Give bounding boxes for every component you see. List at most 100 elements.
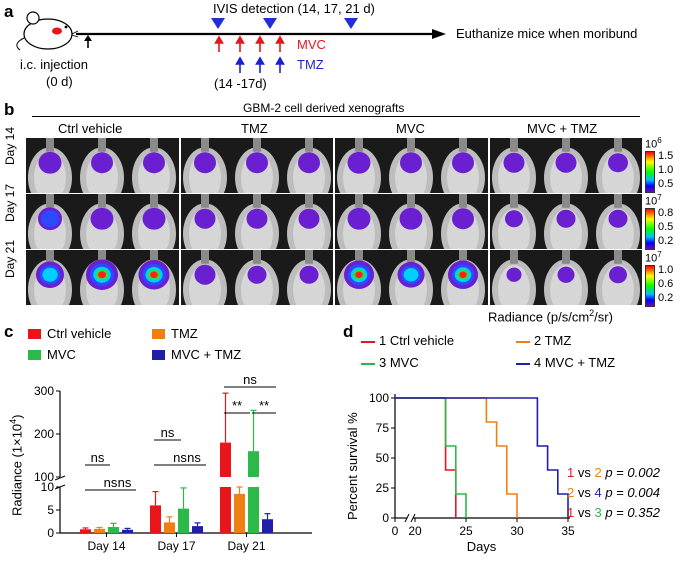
surv-xtick-label: 25 — [459, 524, 473, 538]
ivis-image — [489, 194, 642, 249]
panel-c-label: c — [4, 322, 14, 341]
ivis-marker-21 — [344, 18, 358, 29]
bar-ytick-label: 200 — [34, 427, 54, 441]
mouse-icon — [16, 11, 79, 51]
ivis-image — [26, 194, 179, 249]
header-rule — [32, 116, 640, 117]
ivis-marker-14 — [211, 18, 225, 29]
stat-row-3: 1 vs 3 p = 0.352 — [567, 505, 660, 520]
surv-legend-label-2: 2 TMZ — [534, 333, 572, 348]
bar-ytick-label: 300 — [34, 384, 54, 398]
group-label-tmz: TMZ — [241, 121, 268, 136]
bar-category-label: Day 21 — [227, 539, 265, 553]
surv-legend-label-1: 1 Ctrl vehicle — [379, 333, 455, 348]
surv-ytick-label: 100 — [369, 391, 389, 405]
injection-label: i.c. injection — [20, 57, 88, 72]
bar — [234, 493, 245, 533]
tmz-dose-label: TMZ — [297, 57, 324, 72]
sig-label: ns — [161, 425, 175, 440]
ivis-image — [489, 250, 642, 305]
row-label-day17: Day 17 — [3, 183, 17, 222]
bar — [150, 505, 161, 533]
injection-day-label: (0 d) — [46, 74, 73, 89]
bar — [248, 451, 259, 477]
ivis-image — [26, 138, 179, 193]
bar — [262, 519, 273, 533]
legend-swatch-mvc — [28, 350, 41, 360]
ivis-marker-17 — [263, 18, 277, 29]
group-label-mvc-tmz: MVC + TMZ — [527, 121, 598, 136]
ivis-detection-label: IVIS detection (14, 17, 21 d) — [213, 1, 375, 16]
bar-category-label: Day 14 — [87, 539, 125, 553]
radiance-unit-label: Radiance (p/s/cm2/sr) — [488, 308, 613, 325]
legend-swatch-mvc-tmz — [152, 350, 165, 360]
bar — [164, 522, 175, 533]
legend-label-tmz: TMZ — [171, 326, 198, 341]
survival-curve — [395, 397, 457, 518]
legend-swatch-tmz — [152, 329, 165, 339]
bar — [94, 528, 105, 533]
group-label-mvc: MVC — [396, 121, 425, 136]
sig-label: ns — [118, 475, 132, 490]
xenograft-header: GBM-2 cell derived xenografts — [243, 101, 405, 115]
ivis-image — [335, 194, 488, 249]
stat-row-1: 1 vs 2 p = 0.002 — [567, 465, 660, 480]
bar-ytick-label: 10 — [41, 480, 55, 494]
legend-label-mvc-tmz: MVC + TMZ — [171, 347, 242, 362]
row-label-day14: Day 14 — [3, 126, 17, 165]
ivis-image — [489, 138, 642, 193]
bar — [220, 442, 231, 477]
bar-category-label: Day 17 — [157, 539, 195, 553]
ivis-image — [26, 250, 179, 305]
bar — [122, 529, 133, 533]
bar-ytick-label: 0 — [47, 526, 54, 540]
bar — [108, 527, 119, 533]
surv-ytick-label: 50 — [376, 451, 390, 465]
bar — [80, 529, 91, 533]
ivis-image — [180, 138, 333, 193]
survival-chart: 0 25 50 75 100 0 20 25 30 35 Days — [369, 391, 575, 554]
surv-legend-line-4 — [516, 363, 530, 365]
surv-legend-line-2 — [516, 341, 530, 343]
stat-row-2: 2 vs 4 p = 0.004 — [567, 485, 660, 500]
ivis-image — [180, 194, 333, 249]
surv-legend-line-1 — [361, 341, 375, 343]
bar-chart-ylabel: Radiance (1×104) — [8, 414, 25, 516]
panel-d-label: d — [343, 322, 354, 341]
bar — [248, 487, 259, 533]
bar — [192, 526, 203, 533]
survival-curve — [395, 397, 569, 518]
group-label-ctrl: Ctrl vehicle — [58, 121, 123, 136]
surv-ytick-label: 75 — [376, 421, 390, 435]
surv-ytick-label: 0 — [382, 511, 389, 525]
bar-ytick-label: 5 — [47, 503, 54, 517]
surv-xtick-label: 20 — [408, 524, 422, 538]
tmz-days-label: (14 -17d) — [214, 76, 267, 91]
surv-xtick-label: 35 — [561, 524, 575, 538]
panel-a-label: a — [4, 2, 14, 21]
mvc-dose-label: MVC — [297, 37, 326, 52]
ivis-image — [335, 250, 488, 305]
panel-a-timeline — [16, 11, 446, 73]
bar — [220, 487, 231, 533]
bar — [178, 508, 189, 533]
legend-swatch-ctrl — [28, 329, 41, 339]
sig-label: ns — [187, 450, 201, 465]
tmz-dose-arrows — [235, 56, 285, 73]
surv-xtick-label: 30 — [510, 524, 524, 538]
mvc-dose-arrows — [214, 35, 285, 52]
sig-label: ** — [259, 398, 269, 413]
bar-ytick-label: 100 — [34, 470, 54, 484]
euthanize-label: Euthanize mice when moribund — [456, 26, 638, 41]
panel-b-label: b — [4, 100, 15, 119]
legend-label-mvc: MVC — [47, 347, 76, 362]
sig-label: ** — [232, 398, 242, 413]
surv-ytick-label: 25 — [376, 481, 390, 495]
surv-xtick-label: 0 — [392, 524, 399, 538]
sig-label: ns — [173, 450, 187, 465]
surv-legend-line-3 — [361, 363, 375, 365]
ivis-image-grid — [26, 138, 644, 305]
survival-ylabel: Percent survival % — [345, 412, 360, 520]
surv-xlabel: Days — [467, 539, 497, 554]
